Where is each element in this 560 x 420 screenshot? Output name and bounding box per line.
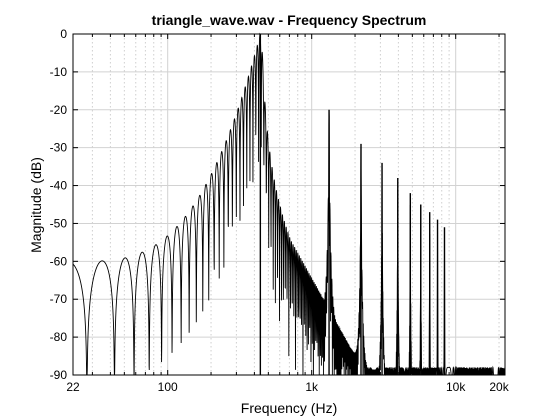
y-tick-label: -30 xyxy=(50,141,68,155)
y-tick-label: -40 xyxy=(50,179,68,193)
y-tick-label: -50 xyxy=(50,216,68,230)
x-axis-ticks: 22 100 1k 10k 20k xyxy=(66,34,510,394)
chart-title: triangle_wave.wav - Frequency Spectrum xyxy=(152,12,427,28)
x-tick-label: 1k xyxy=(305,380,319,394)
x-axis-label: Frequency (Hz) xyxy=(241,400,337,416)
y-tick-label: -20 xyxy=(50,103,68,117)
x-tick-label: 20k xyxy=(489,380,509,394)
y-tick-label: -70 xyxy=(50,292,68,306)
spectrum-series xyxy=(72,32,506,376)
y-axis-ticks: 0 -10 -20 -30 -40 -50 -60 -70 -80 -90 xyxy=(50,27,505,382)
x-tick-label: 100 xyxy=(158,380,178,394)
y-tick-label: -60 xyxy=(50,254,68,268)
y-tick-label: 0 xyxy=(60,27,67,41)
y-tick-label: -10 xyxy=(50,65,68,79)
y-axis-label: Magnitude (dB) xyxy=(28,157,44,253)
x-tick-label: 22 xyxy=(66,380,80,394)
y-tick-label: -90 xyxy=(50,368,68,382)
x-tick-label: 10k xyxy=(446,380,466,394)
spectrum-line xyxy=(72,32,506,376)
y-tick-label: -80 xyxy=(50,330,68,344)
